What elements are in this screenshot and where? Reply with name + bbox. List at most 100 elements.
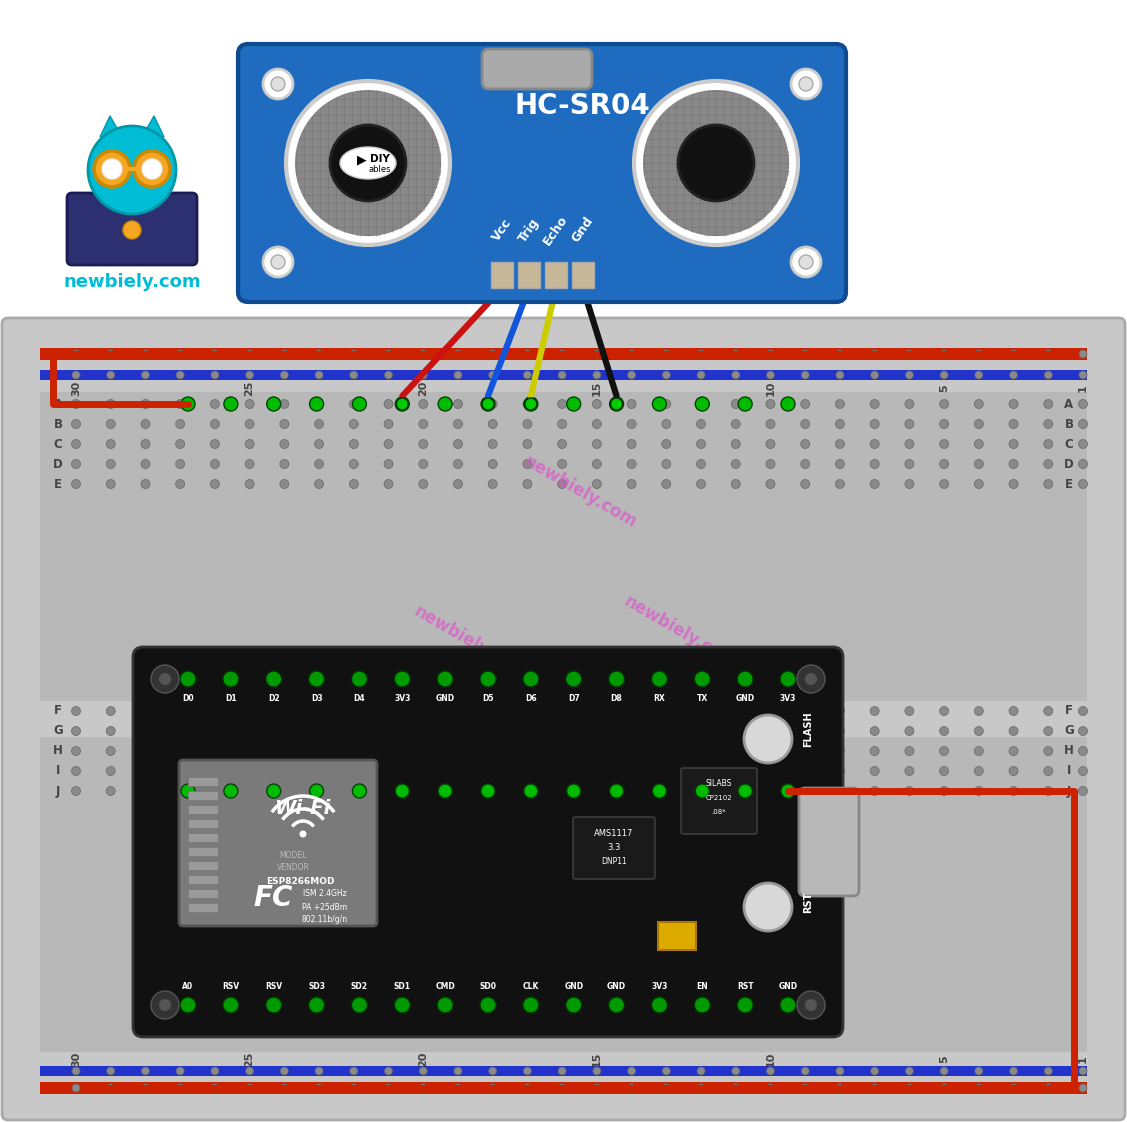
Circle shape: [176, 479, 185, 488]
Circle shape: [801, 1067, 809, 1075]
Circle shape: [905, 460, 914, 469]
Text: 1: 1: [1079, 1055, 1088, 1063]
Text: D8: D8: [611, 695, 622, 703]
Circle shape: [870, 440, 879, 449]
Circle shape: [176, 420, 185, 429]
Circle shape: [791, 247, 820, 277]
Circle shape: [176, 399, 185, 408]
Circle shape: [558, 440, 567, 449]
Text: D4: D4: [354, 695, 365, 703]
Circle shape: [766, 440, 775, 449]
Circle shape: [223, 671, 239, 687]
Circle shape: [394, 997, 410, 1013]
Circle shape: [870, 420, 879, 429]
Circle shape: [1044, 399, 1053, 408]
Circle shape: [975, 1067, 983, 1075]
Circle shape: [106, 727, 115, 736]
Circle shape: [651, 997, 667, 1013]
Circle shape: [662, 460, 671, 469]
Circle shape: [141, 746, 150, 755]
Circle shape: [799, 77, 813, 91]
Circle shape: [805, 999, 817, 1011]
Circle shape: [940, 479, 949, 488]
Circle shape: [905, 479, 914, 488]
Circle shape: [524, 397, 538, 411]
Circle shape: [800, 460, 809, 469]
Circle shape: [71, 707, 80, 716]
Circle shape: [488, 787, 497, 795]
Circle shape: [593, 727, 602, 736]
Circle shape: [611, 398, 622, 410]
Circle shape: [384, 727, 393, 736]
FancyBboxPatch shape: [2, 318, 1125, 1120]
Circle shape: [801, 371, 809, 379]
Circle shape: [1010, 1084, 1018, 1092]
Circle shape: [72, 350, 80, 358]
Circle shape: [489, 1067, 497, 1075]
Circle shape: [1009, 727, 1018, 736]
Circle shape: [558, 399, 567, 408]
Circle shape: [766, 727, 775, 736]
Circle shape: [766, 1084, 774, 1092]
Circle shape: [662, 707, 671, 716]
Text: ESP8266MOD: ESP8266MOD: [266, 877, 335, 886]
Circle shape: [593, 440, 602, 449]
Circle shape: [523, 997, 539, 1013]
Circle shape: [696, 746, 706, 755]
Circle shape: [71, 420, 80, 429]
Circle shape: [352, 671, 367, 687]
Text: E: E: [54, 478, 62, 490]
Circle shape: [566, 671, 582, 687]
Circle shape: [1079, 707, 1088, 716]
Circle shape: [71, 746, 80, 755]
Circle shape: [180, 671, 196, 687]
Circle shape: [267, 397, 281, 411]
Circle shape: [159, 673, 171, 686]
Circle shape: [246, 371, 254, 379]
Circle shape: [480, 997, 496, 1013]
Circle shape: [1010, 371, 1018, 379]
Circle shape: [905, 766, 914, 775]
Circle shape: [694, 671, 710, 687]
Circle shape: [975, 727, 984, 736]
Circle shape: [567, 784, 580, 798]
Circle shape: [593, 479, 602, 488]
Circle shape: [1044, 766, 1053, 775]
Circle shape: [1079, 479, 1088, 488]
Circle shape: [696, 766, 706, 775]
Circle shape: [523, 282, 535, 294]
Bar: [188, 804, 218, 813]
Circle shape: [176, 746, 185, 755]
Circle shape: [384, 440, 393, 449]
Circle shape: [558, 420, 567, 429]
Circle shape: [314, 787, 323, 795]
Text: 802.11b/g/n: 802.11b/g/n: [302, 916, 348, 925]
Circle shape: [870, 727, 879, 736]
Text: H: H: [1064, 745, 1074, 757]
Circle shape: [1044, 746, 1053, 755]
Circle shape: [791, 68, 820, 99]
Bar: [658, 922, 696, 950]
Circle shape: [349, 420, 358, 429]
Circle shape: [835, 460, 844, 469]
Circle shape: [523, 1067, 532, 1075]
Circle shape: [314, 727, 323, 736]
Circle shape: [523, 420, 532, 429]
Circle shape: [270, 255, 285, 269]
Circle shape: [593, 707, 602, 716]
Circle shape: [1079, 746, 1088, 755]
Circle shape: [300, 830, 307, 837]
Circle shape: [349, 479, 358, 488]
Circle shape: [419, 707, 428, 716]
Text: SD1: SD1: [393, 982, 410, 991]
Circle shape: [1079, 350, 1088, 358]
Circle shape: [180, 997, 196, 1013]
Circle shape: [696, 1067, 706, 1075]
Circle shape: [245, 746, 254, 755]
Circle shape: [349, 746, 358, 755]
Circle shape: [696, 350, 706, 358]
Circle shape: [523, 440, 532, 449]
Text: Wi-Fi: Wi-Fi: [275, 799, 331, 818]
Circle shape: [141, 707, 150, 716]
Circle shape: [738, 784, 752, 798]
